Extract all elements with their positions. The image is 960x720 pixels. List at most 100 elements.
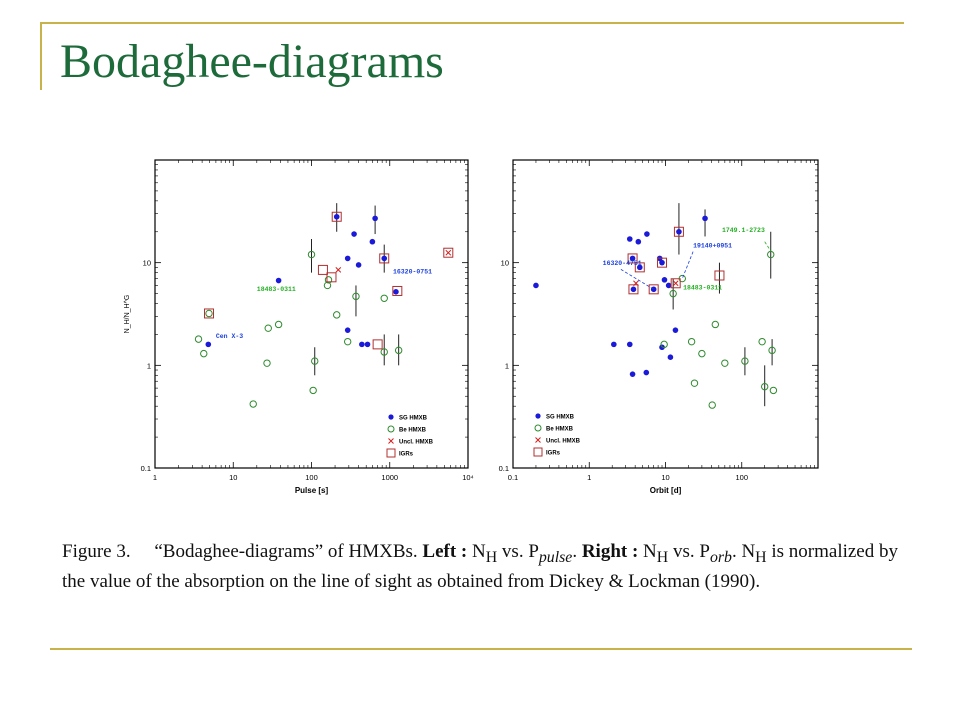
annotation-arrow — [681, 251, 694, 279]
sg-hmxb-point — [702, 215, 708, 222]
be-hmxb-point — [274, 320, 283, 329]
igr-point — [628, 284, 639, 295]
igr-point — [326, 272, 337, 283]
sg-hmxb-point — [381, 255, 388, 262]
y-tick-label: 1 — [147, 361, 151, 370]
legend-symbol-igr — [386, 448, 396, 458]
x-tick-label: 1000 — [381, 473, 398, 482]
y-tick-label: 10 — [143, 259, 151, 268]
sg-hmxb-point — [665, 282, 672, 289]
sg-hmxb-point — [372, 215, 378, 222]
x-tick-label: 100 — [735, 473, 748, 482]
igr-point — [627, 253, 638, 264]
sg-hmxb-point — [344, 255, 351, 262]
sg-hmxb-point — [667, 354, 674, 361]
be-hmxb-point — [380, 294, 388, 302]
sg-hmxb-point — [355, 262, 362, 268]
sg-hmxb-point — [351, 231, 357, 237]
sg-hmxb-point — [333, 213, 340, 220]
be-hmxb-point — [768, 346, 776, 355]
annotation-label: 18483-0311 — [683, 284, 722, 291]
be-hmxb-point — [761, 382, 769, 391]
be-hmxb-point — [711, 320, 720, 329]
top-rule — [40, 22, 904, 24]
legend-symbol-be — [387, 425, 395, 433]
y-axis-label: N_H/N_H^G — [124, 295, 131, 334]
be-hmxb-point — [333, 311, 341, 319]
uncl-hmxb-point — [335, 267, 342, 273]
annotation-label: 19140+0951 — [693, 243, 732, 250]
annotation-arrow — [620, 269, 654, 290]
plot-frame — [154, 159, 469, 469]
y-tick-label: 1 — [505, 361, 509, 370]
be-hmxb-point — [698, 349, 706, 358]
be-hmxb-point — [660, 340, 668, 349]
igr-point — [648, 284, 659, 295]
legend-label: SG HMXB — [546, 415, 575, 421]
igr-point — [392, 285, 403, 296]
x-tick-label: 100 — [305, 473, 318, 482]
igr-point — [331, 211, 342, 222]
be-hmxb-point — [721, 359, 729, 367]
be-hmxb-point — [687, 337, 696, 346]
legend-symbol-sg — [388, 414, 394, 420]
be-hmxb-point — [690, 379, 699, 387]
x-tick-label: 1 — [587, 473, 591, 482]
legend-label: IGRs — [546, 451, 561, 457]
chart-right: 0.1 1 10 100 0.1 1 10 Orbit [d] 1749.1-2723 19140… — [499, 159, 819, 495]
sg-hmxb-point — [275, 277, 282, 284]
sg-hmxb-point — [650, 286, 657, 293]
be-hmxb-point — [311, 357, 319, 365]
legend-symbol-igr — [533, 447, 543, 457]
igr-point — [657, 257, 668, 268]
legend-symbol-be — [534, 424, 542, 432]
y-tick-label: 0.1 — [499, 464, 509, 473]
be-hmxb-point — [758, 337, 766, 346]
sg-hmxb-point — [393, 289, 399, 295]
sg-hmxb-point — [643, 369, 650, 376]
left-rule — [40, 22, 42, 90]
sg-hmxb-point — [369, 238, 376, 245]
annotation-arrow — [764, 241, 772, 252]
be-hmxb-point — [394, 346, 403, 355]
x-axis-label: Orbit [d] — [650, 486, 682, 495]
caption-label: Figure 3. — [62, 541, 131, 562]
igr-point — [714, 270, 725, 281]
sg-hmxb-point — [659, 259, 665, 266]
annotation-label: 16320-0751 — [393, 269, 432, 276]
sg-hmxb-point — [635, 238, 642, 245]
legend-label: IGRs — [399, 452, 414, 458]
be-hmxb-point — [307, 250, 316, 259]
sg-hmxb-point — [630, 286, 637, 293]
x-tick-label: 10 — [661, 473, 669, 482]
annotation-label: 16320-4751 — [603, 260, 642, 267]
sg-hmxb-point — [629, 371, 636, 377]
be-hmxb-point — [249, 400, 257, 408]
be-hmxb-point — [767, 250, 775, 259]
caption-text: “Bodaghee-diagrams” of HMXBs. Left : NH … — [62, 541, 898, 592]
x-tick-label: 1 — [153, 473, 157, 482]
be-hmxb-point — [263, 359, 271, 367]
be-hmxb-point — [741, 357, 749, 365]
annotation-label: Cen X-3 — [216, 333, 243, 340]
be-hmxb-point — [309, 386, 317, 395]
uncl-hmxb-point — [445, 249, 452, 256]
sg-hmxb-point — [533, 282, 539, 289]
be-hmxb-point — [200, 349, 208, 358]
legend-label: Be HMXB — [399, 428, 427, 434]
legend-label: Be HMXB — [546, 427, 574, 433]
x-axis-label: Pulse [s] — [295, 486, 329, 495]
igr-point — [317, 264, 328, 275]
be-hmxb-point — [669, 289, 677, 298]
legend-symbol-uncl — [535, 437, 541, 443]
x-tick-label: 0.1 — [508, 473, 518, 482]
figure-caption: Figure 3. “Bodaghee-diagrams” of HMXBs. … — [62, 540, 912, 594]
sg-hmxb-point — [626, 341, 633, 348]
be-hmxb-point — [324, 276, 333, 284]
legend-label: SG HMXB — [399, 416, 428, 422]
legend-label: Uncl. HMXB — [546, 439, 581, 445]
annotation-label: 18483-0311 — [257, 286, 296, 293]
igr-point — [670, 278, 681, 289]
be-hmxb-point — [264, 324, 272, 332]
